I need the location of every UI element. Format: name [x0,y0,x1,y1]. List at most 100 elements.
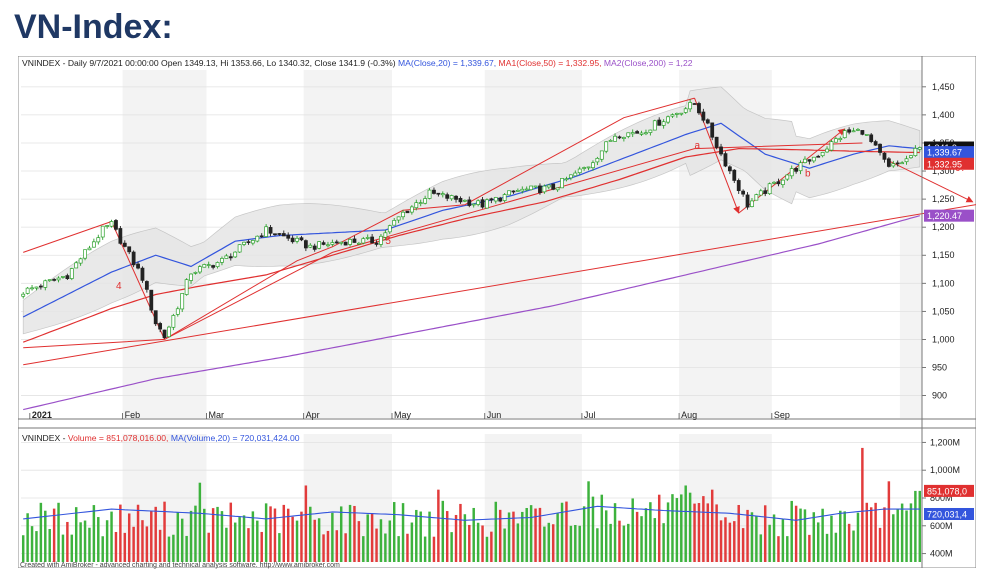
candle-body [61,276,65,278]
candle-body [277,233,282,235]
candle-body [259,235,264,238]
y-tick-label: 900 [932,391,947,401]
volume-bar [799,508,802,562]
volume-bar [914,490,917,562]
candle-body [423,198,428,204]
volume-bar [459,503,462,562]
trendline [23,142,863,349]
candle-body [882,152,887,160]
candle-body [763,190,768,194]
volume-bar [839,510,842,562]
candle-body [202,264,207,268]
volume-bar [604,510,608,562]
candle-body [246,241,251,244]
volume-bar [640,516,643,562]
volume-bar [560,502,564,562]
candle-body [727,166,732,172]
volume-bar [644,508,648,562]
volume-bar [207,532,210,562]
candle-body [330,242,335,245]
candle-body [807,159,812,162]
header-text-part: MA2(Close,200) = 1,22 [604,58,693,68]
volume-bar [525,507,528,562]
volume-bar [203,508,206,562]
volume-bar [273,508,277,562]
candle-body [321,242,326,245]
candle-body [334,241,339,244]
candle-body [312,245,317,250]
volume-bar [768,524,771,562]
volume-bar [653,518,657,562]
volume-bar [816,522,820,562]
candle-body [264,226,269,237]
volume-bar [582,506,586,562]
volume-bar [150,510,153,562]
candle-body [436,192,441,195]
candle-body [339,241,344,244]
candle-body [644,132,648,135]
candle-body [326,244,330,247]
volume-bar [353,505,356,562]
volume-bar [529,505,533,562]
volume-bar [622,525,626,562]
candle-body [604,141,609,152]
volume-bar [176,512,180,562]
volume-bar [481,525,484,562]
volume-bar [728,522,732,562]
volume-bar [388,520,392,562]
volume-bar [397,536,400,562]
volume-bar [812,512,816,562]
chart-labels: 45abc?1,341.91,339.671,332.951,220.47851… [116,141,974,520]
volume-bar [167,536,171,562]
ma200-tag-bg [924,209,974,222]
trendline [888,160,974,203]
volume-bar [578,525,581,562]
footer-credit: Created with AmiBroker - advanced charti… [20,562,340,569]
candle-body [401,211,405,218]
trendline [23,221,112,253]
candle-body [43,280,48,288]
candle-body [476,200,481,205]
candles [21,99,922,339]
volume-bar [803,509,807,562]
y-tick-label: 1,450 [932,82,955,92]
volume-tag: 851,078,0 [927,486,967,496]
candle-body [701,111,706,121]
candle-body [842,130,847,139]
candle-body [909,155,913,159]
candle-body [666,116,670,123]
volume-bar [600,494,604,562]
volume-bar [569,525,573,562]
volume-bar [317,518,321,562]
volume-bar [145,526,149,562]
candle-body [136,263,140,269]
candle-body [697,103,701,114]
volume-bar [370,513,374,562]
candle-body [56,277,61,281]
volume-bar [406,533,409,562]
candle-body [820,151,825,157]
candle-body [317,241,322,249]
x-tick-label: Aug [681,410,697,420]
y-tick-label: 1,150 [932,250,955,260]
volume-bar [384,533,387,562]
y-tick-label: 1,100 [932,278,955,288]
candle-body [794,168,799,172]
volume-bar [657,494,661,562]
volume-bar [322,534,325,562]
y-tick-label: 1,000 [932,334,955,344]
candle-body [833,138,838,143]
candle-body [454,195,458,200]
volume-bar [154,506,157,562]
volume-bar [834,532,838,562]
volume-ma-tag-bg [924,507,974,520]
candle-body [211,265,216,268]
volume-bar [706,503,710,562]
volume-bar [44,510,47,562]
x-tick-label: 2021 [32,410,52,420]
wave-label: 4 [116,281,122,292]
candle-body [78,258,83,264]
volume-bar [180,518,184,562]
volume-ma-tag: 720,031,4 [927,509,967,519]
candle-body [838,138,843,140]
